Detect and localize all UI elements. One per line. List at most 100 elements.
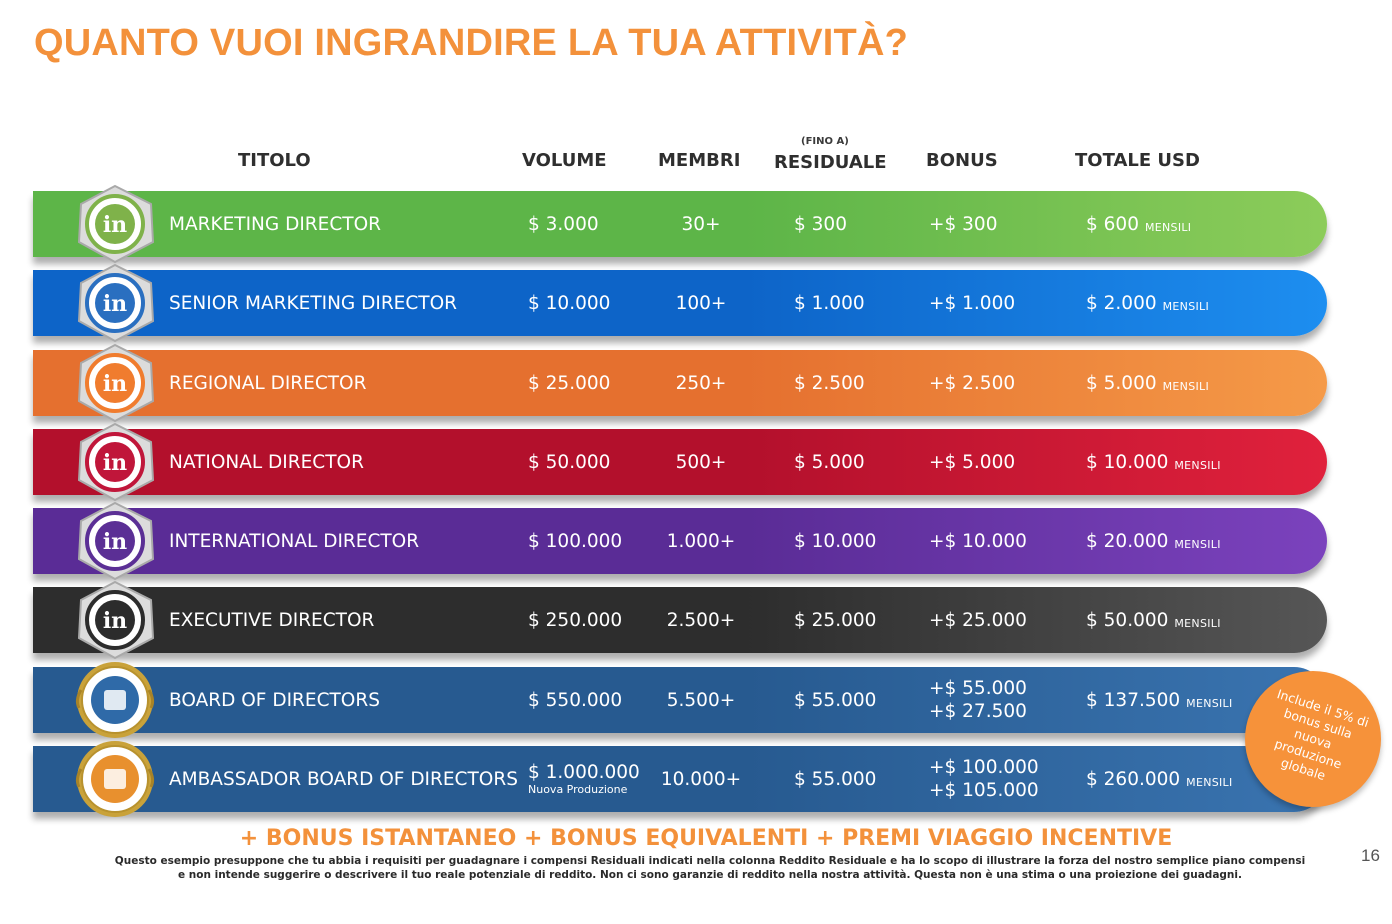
svg-text:in: in [103, 450, 127, 476]
volume-value: $ 550.000 [528, 689, 623, 711]
totale-value: $ 10.000 [1086, 451, 1169, 473]
totale-value: $ 2.000 [1086, 292, 1157, 314]
residuale-value: $ 10.000 [794, 530, 877, 552]
table-row: NATIONAL DIRECTOR $ 50.000 500+ $ 5.000 +$ 5… [33, 429, 1327, 495]
global-bonus-circle: Include il 5% di bonus sulla nuova produ… [1245, 671, 1381, 807]
totale-value: $ 20.000 [1086, 530, 1169, 552]
table-row: MARKETING DIRECTOR $ 3.000 30+ $ 300 +$ 300 $… [33, 191, 1327, 257]
rank-title: MARKETING DIRECTOR [169, 213, 381, 235]
rank-badge-icon: in [73, 341, 157, 425]
totale-value: $ 260.000 [1086, 768, 1181, 790]
totale-cell: $ 5.000 MENSILI [1086, 350, 1209, 416]
table-row: EXECUTIVE DIRECTOR $ 250.000 2.500+ $ 25.00… [33, 587, 1327, 653]
mensili-label: MENSILI [1174, 458, 1221, 472]
svg-text:in: in [103, 529, 127, 555]
header-bonus: BONUS [926, 150, 998, 171]
rank-badge-icon [73, 737, 157, 821]
membri-value: 10.000+ [660, 768, 742, 790]
rank-badge-icon: in [73, 261, 157, 345]
residuale-value: $ 55.000 [794, 689, 877, 711]
table-row: SENIOR MARKETING DIRECTOR $ 10.000 100+ $ 1… [33, 270, 1327, 336]
membri-value: 500+ [675, 451, 727, 473]
totale-cell: $ 260.000 MENSILI [1086, 746, 1233, 812]
bonus-value: +$ 2.500 [929, 372, 1016, 394]
header-volume: VOLUME [522, 150, 607, 171]
bonus-value: +$ 55.000 [929, 678, 1027, 699]
residuale-value: $ 1.000 [794, 292, 865, 314]
membri-value: 1.000+ [666, 530, 736, 552]
mensili-label: MENSILI [1162, 379, 1209, 393]
rank-badge-icon [73, 658, 157, 742]
totale-cell: $ 50.000 MENSILI [1086, 587, 1221, 653]
header-titolo: TITOLO [238, 150, 311, 171]
table-row: BOARD OF DIRECTORS $ 550.000 5.500+ $ 55.00… [33, 667, 1327, 733]
bonus-cell: +$ 1.000 [929, 270, 1015, 336]
bonus-value: +$ 300 [929, 213, 998, 235]
rank-title: BOARD OF DIRECTORS [169, 689, 380, 711]
bonus-cell: +$ 10.000 [929, 508, 1027, 574]
totale-cell: $ 2.000 MENSILI [1086, 270, 1209, 336]
rank-title: INTERNATIONAL DIRECTOR [169, 530, 420, 552]
mensili-label: MENSILI [1186, 775, 1233, 789]
bonus-value: +$ 25.000 [929, 609, 1027, 631]
mensili-label: MENSILI [1174, 537, 1221, 551]
svg-text:in: in [103, 371, 127, 397]
bonus-value: +$ 10.000 [929, 530, 1027, 552]
header-residuale: RESIDUALE [774, 152, 887, 173]
totale-cell: $ 10.000 MENSILI [1086, 429, 1221, 495]
header-membri: MEMBRI [658, 150, 741, 171]
volume-note: Nuova Produzione [528, 782, 628, 796]
table-row: AMBASSADOR BOARD OF DIRECTORS $ 1.000.000… [33, 746, 1327, 812]
bonus-cell: +$ 5.000 [929, 429, 1015, 495]
bonus-value: +$ 100.000 [929, 757, 1039, 778]
membri-value: 100+ [675, 292, 727, 314]
bonus-value: +$ 5.000 [929, 451, 1016, 473]
bonus-line: + BONUS ISTANTANEO + BONUS EQUIVALENTI +… [239, 826, 1173, 851]
page-title: QUANTO VUOI INGRANDIRE LA TUA ATTIVITÀ? [34, 22, 909, 64]
mensili-label: MENSILI [1174, 616, 1221, 630]
rank-title: AMBASSADOR BOARD OF DIRECTORS [169, 768, 518, 790]
totale-value: $ 137.500 [1086, 689, 1181, 711]
disclaimer: Questo esempio presuppone che tu abbia i… [114, 855, 1306, 881]
bonus-cell: +$ 300 [929, 191, 997, 257]
totale-value: $ 5.000 [1086, 372, 1157, 394]
rank-title: SENIOR MARKETING DIRECTOR [169, 292, 458, 314]
membri-value: 250+ [675, 372, 727, 394]
mensili-label: MENSILI [1144, 220, 1192, 234]
membri-value: 30+ [681, 213, 721, 235]
volume-value: $ 10.000 [528, 292, 611, 314]
table-row: INTERNATIONAL DIRECTOR $ 100.000 1.000+ $ 1… [33, 508, 1327, 574]
membri-value: 5.500+ [666, 689, 736, 711]
totale-cell: $ 137.500 MENSILI [1086, 667, 1233, 733]
global-bonus-note: Include il 5% di bonus sulla nuova produ… [1272, 686, 1371, 784]
residuale-value: $ 2.500 [794, 372, 865, 394]
volume-value: $ 1.000.000 [528, 761, 640, 783]
header-residuale-sub: (FINO A) [801, 136, 849, 147]
volume-value: $ 250.000 [528, 609, 623, 631]
svg-text:in: in [103, 291, 127, 317]
svg-text:in: in [103, 212, 127, 238]
header-totale: TOTALE USD [1075, 150, 1200, 171]
bonus-cell: +$ 25.000 [929, 587, 1027, 653]
membri-value: 2.500+ [666, 609, 736, 631]
residuale-value: $ 300 [794, 213, 847, 235]
bonus-cell: +$ 2.500 [929, 350, 1015, 416]
svg-text:in: in [103, 608, 127, 634]
volume-cell: $ 1.000.000 Nuova Produzione [528, 746, 640, 812]
rank-badge-icon: in [73, 420, 157, 504]
totale-cell: $ 600 MENSILI [1086, 191, 1191, 257]
rank-title: REGIONAL DIRECTOR [169, 372, 367, 394]
volume-value: $ 3.000 [528, 213, 599, 235]
totale-value: $ 600 [1086, 213, 1139, 235]
volume-value: $ 25.000 [528, 372, 611, 394]
volume-value: $ 100.000 [528, 530, 623, 552]
page-number: 16 [1361, 846, 1380, 865]
residuale-value: $ 5.000 [794, 451, 865, 473]
totale-value: $ 50.000 [1086, 609, 1169, 631]
bonus-value: +$ 1.000 [929, 292, 1016, 314]
bonus-value: +$ 105.000 [929, 780, 1039, 801]
residuale-value: $ 55.000 [794, 768, 877, 790]
bonus-cell: +$ 100.000 +$ 105.000 [929, 746, 1039, 812]
bonus-value: +$ 27.500 [929, 701, 1027, 722]
totale-cell: $ 20.000 MENSILI [1086, 508, 1221, 574]
